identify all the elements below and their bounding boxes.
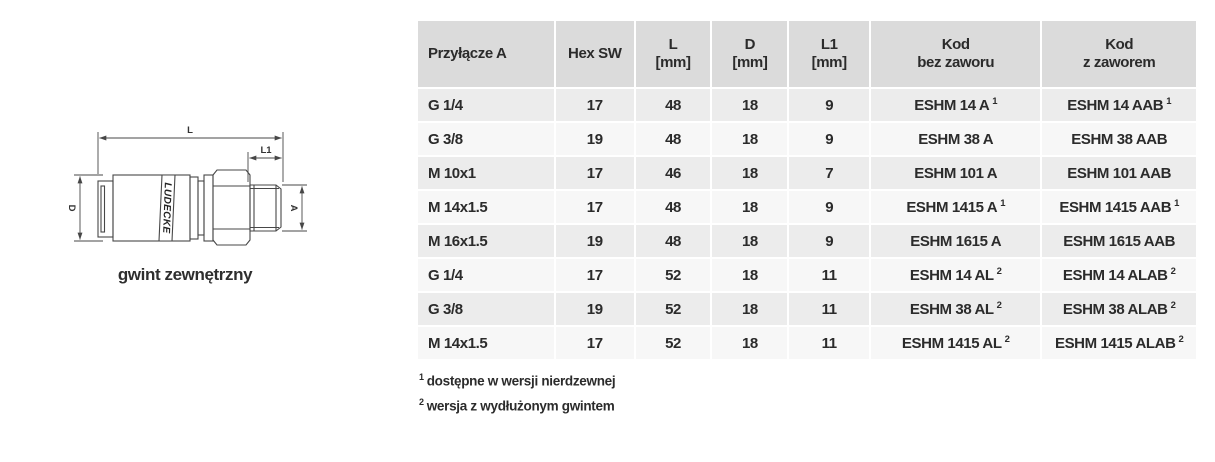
table-cell: ESHM 14 AAB 1 <box>1042 89 1196 121</box>
footnote-ref: 1 <box>992 95 998 107</box>
table-cell: M 10x1 <box>418 157 554 189</box>
table-cell: 46 <box>635 157 711 189</box>
footnote-ref: 2 <box>1170 299 1176 311</box>
table-cell: 18 <box>712 293 788 325</box>
footnote-ref: 1 <box>1174 197 1180 209</box>
table-cell: 18 <box>712 259 788 291</box>
table-cell: 18 <box>712 123 788 155</box>
dim-label-d: D <box>66 205 77 212</box>
table-cell: 48 <box>635 191 711 223</box>
column-header: L [mm] <box>635 21 711 87</box>
table-cell: G 3/8 <box>418 293 554 325</box>
spec-table-grid: Przyłącze A Hex SW L [mm] D [mm] L1 [mm] Kod bez … <box>418 21 1196 359</box>
dimension-a: A <box>282 184 307 232</box>
table-cell: 18 <box>712 157 788 189</box>
footnote-1-text: dostępne w wersji nierdzewnej <box>426 373 616 389</box>
table-cell: ESHM 1415 AL 2 <box>871 327 1041 359</box>
footnote-ref: 2 <box>1178 333 1184 345</box>
column-header: Kod bez zaworu <box>871 21 1041 87</box>
table-cell: ESHM 101 A <box>871 157 1041 189</box>
table-cell: 18 <box>712 89 788 121</box>
table-cell: 18 <box>712 191 788 223</box>
table-cell: 17 <box>555 157 634 189</box>
table-cell: 18 <box>712 327 788 359</box>
table-cell: 11 <box>789 259 870 291</box>
brand-label: LUDECKE <box>160 182 173 233</box>
footnote-ref: 2 <box>1004 333 1010 345</box>
table-cell: ESHM 38 ALAB 2 <box>1042 293 1196 325</box>
table-cell: 17 <box>555 89 634 121</box>
footnote-ref: 2 <box>996 265 1002 277</box>
table-cell: 48 <box>635 225 711 257</box>
table-cell: 17 <box>555 259 634 291</box>
coupling-body: LUDECKE <box>97 169 282 246</box>
table-cell: ESHM 38 A <box>871 123 1041 155</box>
hex-nut <box>212 169 251 246</box>
table-cell: ESHM 1415 ALAB 2 <box>1042 327 1196 359</box>
table-cell: ESHM 14 AL 2 <box>871 259 1041 291</box>
table-cell: G 1/4 <box>418 259 554 291</box>
table-cell: 48 <box>635 89 711 121</box>
dimension-l: L <box>97 125 284 182</box>
dim-label-l: L <box>187 125 193 136</box>
table-cell: ESHM 1615 AAB <box>1042 225 1196 257</box>
column-header: D [mm] <box>712 21 788 87</box>
table-cell: M 14x1.5 <box>418 191 554 223</box>
table-cell: 9 <box>789 89 870 121</box>
dim-label-a: A <box>288 205 299 212</box>
dimension-d: D <box>66 174 103 242</box>
table-cell: ESHM 38 AAB <box>1042 123 1196 155</box>
column-header: L1 [mm] <box>789 21 870 87</box>
table-cell: ESHM 101 AAB <box>1042 157 1196 189</box>
footnote-ref: 2 <box>1170 265 1176 277</box>
table-cell: G 3/8 <box>418 123 554 155</box>
table-cell: 18 <box>712 225 788 257</box>
table-cell: 19 <box>555 123 634 155</box>
coupling-drawing: L L1 D A <box>66 125 307 246</box>
table-cell: 52 <box>635 293 711 325</box>
table-cell: 19 <box>555 293 634 325</box>
dimension-l1: L1 <box>247 145 282 182</box>
table-cell: 52 <box>635 259 711 291</box>
table-cell: 9 <box>789 123 870 155</box>
table-cell: ESHM 1415 AAB 1 <box>1042 191 1196 223</box>
footnote-2-text: wersja z wydłużonym gwintem <box>426 398 615 413</box>
table-cell: 48 <box>635 123 711 155</box>
drawing-caption: gwint zewnętrzny <box>117 265 253 284</box>
table-cell: 17 <box>555 191 634 223</box>
table-cell: 17 <box>555 327 634 359</box>
table-cell: G 1/4 <box>418 89 554 121</box>
coupling-drawing-area: L L1 D A <box>60 118 310 285</box>
table-cell: 9 <box>789 191 870 223</box>
column-header: Kod z zaworem <box>1042 21 1196 87</box>
table-cell: 11 <box>789 293 870 325</box>
table-cell: ESHM 38 AL 2 <box>871 293 1041 325</box>
dim-label-l1: L1 <box>260 145 272 156</box>
table-cell: 9 <box>789 225 870 257</box>
footnote-2: 2 wersja z wydłużonym gwintem <box>419 392 615 417</box>
column-header: Hex SW <box>555 21 634 87</box>
footnotes: 1 dostępne w wersji nierdzewnej 2 wersja z… <box>419 367 616 417</box>
brand-band <box>158 174 176 242</box>
column-header: Przyłącze A <box>418 21 554 87</box>
footnote-1-marker: 1 <box>419 372 424 382</box>
table-cell: 52 <box>635 327 711 359</box>
footnote-1: 1 dostępne w wersji nierdzewnej <box>419 367 616 392</box>
table-cell: M 16x1.5 <box>418 225 554 257</box>
table-cell: 19 <box>555 225 634 257</box>
footnote-2-marker: 2 <box>419 396 424 407</box>
table-cell: 11 <box>789 327 870 359</box>
table-cell: ESHM 1615 A <box>871 225 1041 257</box>
table-cell: M 14x1.5 <box>418 327 554 359</box>
footnote-ref: 1 <box>1000 197 1006 209</box>
footnote-ref: 1 <box>1166 95 1172 107</box>
footnote-ref: 2 <box>996 299 1002 311</box>
table-cell: 7 <box>789 157 870 189</box>
table-cell: ESHM 14 ALAB 2 <box>1042 259 1196 291</box>
spec-table: Przyłącze A Hex SW L [mm] D [mm] L1 [mm] Kod bez … <box>418 21 1196 359</box>
